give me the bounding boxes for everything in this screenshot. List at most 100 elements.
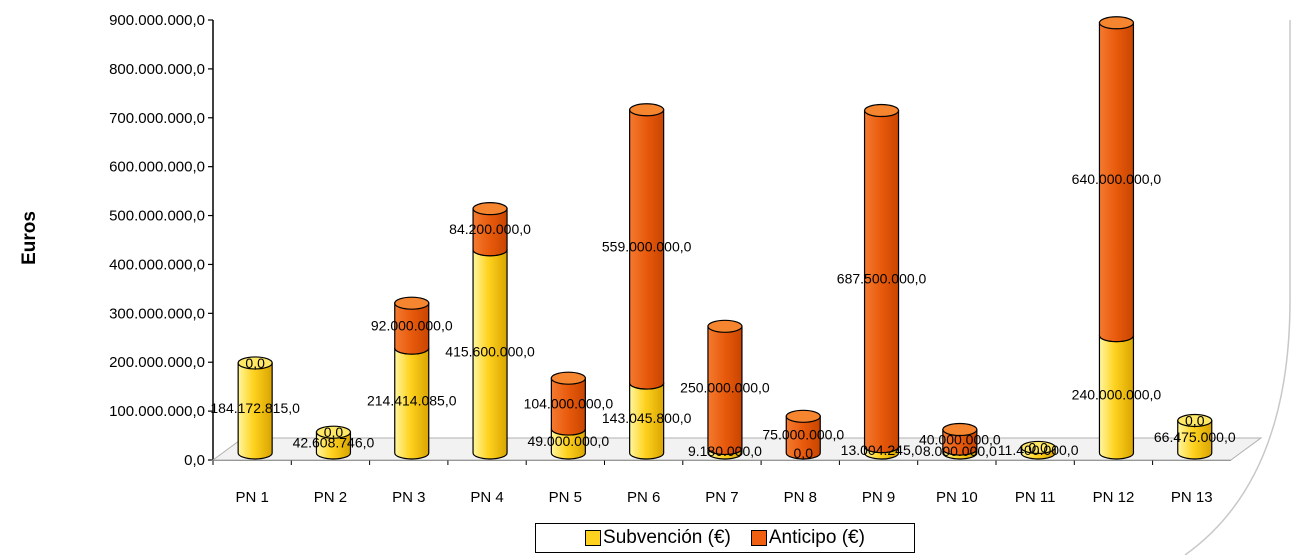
- legend: Subvención (€) Anticipo (€): [535, 523, 915, 553]
- bar-subvencion: [394, 347, 430, 460]
- y-tick-label: 300.000.000,0: [109, 305, 205, 322]
- bar-subvencion: [1177, 419, 1213, 460]
- cylinder-top: [1098, 16, 1135, 30]
- legend-label-anticipo: Anticipo (€): [768, 527, 865, 548]
- data-label-subvencion: 214.414.085,0: [367, 393, 457, 409]
- bar-subvencion: [315, 431, 352, 460]
- data-label-subvencion: 8.000.000,0: [923, 443, 997, 459]
- y-axis-title: Euros: [19, 211, 40, 265]
- data-label-subvencion: 0,0: [794, 445, 814, 461]
- data-labels: 184.172.815,00,042.608.746,00,0214.414.0…: [210, 171, 1235, 461]
- legend-label-subvencion: Subvención (€): [603, 527, 731, 548]
- data-label-anticipo: 0,0: [1028, 439, 1048, 455]
- y-tick-label: 500.000.000,0: [109, 208, 205, 225]
- y-tick-label: 0,0: [184, 452, 205, 469]
- x-tick-label: PN 4: [470, 489, 503, 506]
- cylinder-top: [237, 356, 273, 370]
- y-tick-label: 200.000.000,0: [109, 354, 205, 371]
- data-label-anticipo: 559.000.000,0: [602, 238, 692, 254]
- data-label-anticipo: 0,0: [324, 424, 344, 440]
- x-tick-label: PN 10: [936, 489, 978, 506]
- segment-seam: [472, 249, 508, 257]
- data-label-anticipo: 104.000.000,0: [524, 396, 614, 412]
- x-tick-label: PN 7: [705, 489, 738, 506]
- legend-item-anticipo: Anticipo (€): [750, 527, 865, 549]
- x-tick-label: PN 1: [235, 489, 268, 506]
- bar-subvencion: [550, 428, 586, 460]
- data-label-anticipo: 75.000.000,0: [762, 427, 844, 443]
- cylinder-top: [863, 103, 900, 118]
- data-label-anticipo: 92.000.000,0: [371, 318, 453, 334]
- frame-corner-curve: [1184, 20, 1291, 555]
- legend-item-subvencion: Subvención (€): [585, 527, 731, 549]
- cylinder-body: [394, 347, 430, 460]
- cylinder-top: [942, 422, 978, 437]
- data-label-anticipo: 0,0: [1185, 413, 1205, 429]
- y-tick-label: 400.000.000,0: [109, 256, 205, 273]
- data-label-subvencion: 143.045.800,0: [602, 410, 692, 426]
- y-tick-label: 700.000.000,0: [109, 110, 205, 127]
- y-tick-label: 800.000.000,0: [109, 61, 205, 78]
- cylinder-body: [1177, 419, 1213, 460]
- x-tick-label: PN 8: [784, 489, 817, 506]
- legend-swatch-anticipo: [750, 530, 767, 546]
- cylinder-top: [394, 296, 430, 310]
- data-label-subvencion: 415.600.000,0: [445, 343, 535, 359]
- bar-subvencion: [237, 362, 273, 460]
- cylinder-top: [785, 409, 821, 423]
- cylinder-body: [472, 249, 508, 460]
- x-tick-label: PN 6: [627, 489, 660, 506]
- data-label-anticipo: 40.000.000,0: [919, 431, 1001, 447]
- segment-seam: [707, 448, 743, 456]
- data-label-subvencion: 240.000.000,0: [1072, 386, 1162, 402]
- legend-swatch-subvencion: [585, 530, 602, 546]
- x-tick-label: PN 9: [862, 489, 895, 506]
- bar-subvencion: [472, 249, 508, 460]
- x-tick-label: PN 12: [1093, 489, 1135, 506]
- data-label-anticipo: 84.200.000,0: [449, 221, 531, 237]
- data-label-subvencion: 184.172.815,0: [210, 400, 300, 416]
- data-label-subvencion: 13.004.245,0: [841, 442, 923, 458]
- data-label-anticipo: 250.000.000,0: [680, 379, 770, 395]
- bar-anticipo: [785, 415, 821, 460]
- cylinder-body: [237, 362, 273, 460]
- data-label-subvencion: 9.180.000,0: [688, 443, 762, 459]
- bars: [237, 16, 1213, 460]
- bar-subvencion: [629, 382, 665, 460]
- x-tick-label: PN 2: [314, 489, 347, 506]
- cylinder-top: [1177, 413, 1213, 428]
- x-tick-label: PN 3: [392, 489, 425, 506]
- cylinder-body: [1098, 335, 1135, 460]
- cylinder-top: [472, 202, 508, 216]
- cylinder-top: [550, 371, 586, 385]
- data-label-subvencion: 42.608.746,0: [293, 435, 375, 451]
- segment-seam: [864, 446, 900, 454]
- cylinder-top: [315, 425, 352, 439]
- cylinder-body: [629, 382, 665, 460]
- segment-seam: [629, 382, 665, 390]
- data-label-subvencion: 11.400.000,0: [998, 442, 1079, 458]
- bar-subvencion: [1098, 335, 1135, 460]
- y-tick-label: 900.000.000,0: [109, 12, 205, 29]
- data-label-anticipo: 687.500.000,0: [837, 271, 927, 287]
- segment-seam: [394, 348, 430, 355]
- x-tick-label: PN 11: [1015, 489, 1056, 506]
- cylinder-top: [629, 103, 665, 117]
- data-label-subvencion: 49.000.000,0: [527, 433, 609, 449]
- data-label-subvencion: 66.475.000,0: [1154, 429, 1236, 445]
- segment-seam: [550, 428, 586, 436]
- axes: 0,0 100.000.000,0 200.000.000,0 300.000.000…: [109, 12, 1231, 506]
- data-label-anticipo: 0,0: [245, 355, 265, 371]
- x-tick-label: PN 13: [1171, 489, 1213, 506]
- segment-seam: [942, 448, 978, 456]
- cylinder-body: [785, 415, 821, 460]
- y-tick-label: 100.000.000,0: [109, 403, 205, 420]
- cylinder-body: [550, 428, 586, 460]
- cylinder-body: [315, 431, 352, 460]
- y-tick-label: 600.000.000,0: [109, 159, 205, 176]
- x-tick-label: PN 5: [549, 489, 582, 506]
- data-label-anticipo: 640.000.000,0: [1072, 171, 1162, 187]
- segment-seam: [1098, 335, 1134, 343]
